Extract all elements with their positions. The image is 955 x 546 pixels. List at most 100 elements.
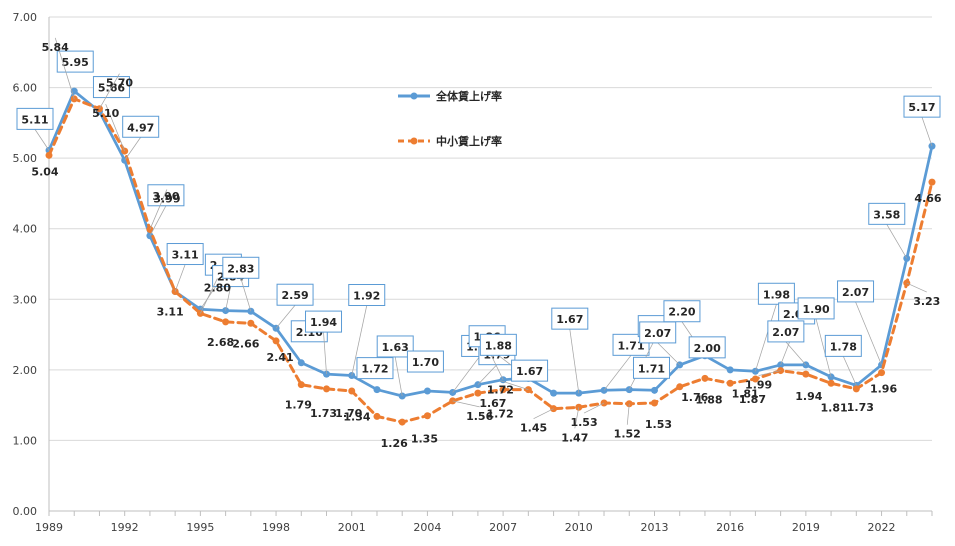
series-1-point — [398, 418, 406, 426]
series-0-point — [550, 389, 558, 397]
series-1-point — [852, 385, 860, 393]
data-label-box — [122, 115, 160, 138]
x-tick-label: 2010 — [565, 521, 593, 534]
data-label-overall: 3.90 — [152, 190, 179, 203]
label-leader — [149, 205, 167, 236]
y-tick-label: 5.00 — [13, 152, 38, 165]
y-tick-label: 3.00 — [13, 293, 38, 306]
series-1-point — [222, 318, 230, 326]
data-label-sme: 1.35 — [411, 433, 438, 446]
series-1-point — [928, 178, 936, 186]
data-label-box — [767, 320, 805, 343]
data-label-sme: 1.52 — [614, 428, 641, 441]
data-label-overall: 1.63 — [382, 341, 409, 354]
data-label-overall: 2.83 — [227, 262, 254, 275]
series-0-point — [726, 366, 734, 374]
data-label-box — [305, 310, 343, 333]
series-1-point — [474, 389, 482, 397]
y-tick-label: 4.00 — [13, 223, 38, 236]
legend-label-0: 全体賃上げ率 — [435, 89, 502, 103]
data-label-sme: 1.79 — [285, 399, 312, 412]
data-label-sme: 2.66 — [232, 337, 259, 350]
data-label-box — [356, 357, 394, 380]
x-tick-label: 1998 — [262, 521, 290, 534]
data-label-sme: 1.47 — [561, 431, 588, 444]
data-label-overall: 3.11 — [172, 249, 199, 262]
data-label-overall: 2.07 — [772, 326, 799, 339]
label-leader — [452, 400, 480, 408]
label-leader — [54, 37, 75, 99]
label-leader — [174, 264, 186, 292]
data-label-sme: 1.73 — [310, 407, 337, 420]
y-tick-label: 7.00 — [13, 11, 38, 24]
data-label-sme: 1.45 — [520, 422, 547, 435]
data-label-box — [551, 307, 589, 330]
series-1-point — [297, 381, 305, 389]
data-label-sme: 2.80 — [204, 281, 231, 294]
label-leader — [921, 117, 933, 147]
label-leader — [906, 282, 927, 293]
data-label-sme: 1.72 — [487, 408, 514, 421]
data-label-sme: 5.04 — [31, 165, 58, 178]
data-label-box — [824, 334, 862, 357]
data-label-overall: 2.00 — [694, 342, 721, 355]
data-label-overall: 1.88 — [485, 339, 512, 352]
series-1-point — [802, 370, 810, 378]
data-label-sme: 1.26 — [381, 437, 408, 450]
series-0-point — [373, 386, 381, 394]
data-label-overall: 1.98 — [763, 288, 790, 301]
data-label-box — [797, 297, 835, 320]
series-1-point — [751, 375, 759, 383]
data-label-overall: 1.67 — [556, 313, 583, 326]
data-label-sme: 2.68 — [207, 336, 234, 349]
label-leader — [394, 356, 403, 397]
data-label-box — [348, 284, 386, 307]
x-tick-label: 2013 — [640, 521, 668, 534]
label-leader — [124, 137, 141, 161]
data-label-overall: 2.07 — [842, 286, 869, 299]
series-1-point — [878, 369, 886, 377]
legend-marker-1 — [410, 137, 418, 145]
data-label-box — [166, 243, 204, 266]
data-label-sme: 1.67 — [479, 397, 506, 410]
label-leader — [755, 304, 777, 372]
label-leader — [842, 356, 857, 386]
x-tick-label: 2019 — [792, 521, 820, 534]
data-label-box — [511, 359, 549, 382]
label-leader — [34, 129, 50, 151]
axes: 0.00 1.00 2.00 3.00 4.00 5.00 6.00 7.00 1989 1992… — [13, 11, 933, 534]
data-label-overall: 3.58 — [873, 208, 900, 221]
label-leader — [583, 402, 605, 414]
data-label-box — [837, 280, 875, 303]
data-label-overall: 5.95 — [62, 56, 89, 69]
data-label-box — [868, 202, 906, 225]
x-tick-label: 1989 — [35, 521, 63, 534]
data-label-sme: 3.23 — [913, 295, 940, 308]
data-label-sme: 1.70 — [335, 407, 362, 420]
label-leader — [785, 341, 807, 366]
data-label-sme: 1.87 — [739, 393, 766, 406]
series-1-point — [499, 386, 507, 394]
data-label-sme: 1.96 — [870, 383, 897, 396]
data-label-box — [639, 321, 677, 344]
series-1-point — [373, 412, 381, 420]
label-leader — [758, 370, 781, 376]
data-label-sme: 3.11 — [157, 306, 184, 319]
data-label-sme: 1.81 — [821, 401, 848, 414]
data-label-overall: 1.90 — [803, 303, 830, 316]
data-label-overall: 1.78 — [830, 340, 857, 353]
series-line-0 — [47, 89, 934, 398]
x-tick-label: 1992 — [111, 521, 139, 534]
label-leader — [351, 305, 368, 376]
series-1-point — [247, 319, 255, 327]
label-leader — [105, 103, 126, 152]
data-label-sme: 1.99 — [745, 379, 772, 392]
series-1-point — [650, 399, 658, 407]
label-leader — [657, 342, 680, 366]
data-label-sme: 1.53 — [570, 416, 597, 429]
data-label-box — [222, 256, 260, 279]
data-label-overall: 1.72 — [361, 363, 388, 376]
data-label-box — [688, 336, 726, 359]
x-tick-label: 2016 — [716, 521, 744, 534]
